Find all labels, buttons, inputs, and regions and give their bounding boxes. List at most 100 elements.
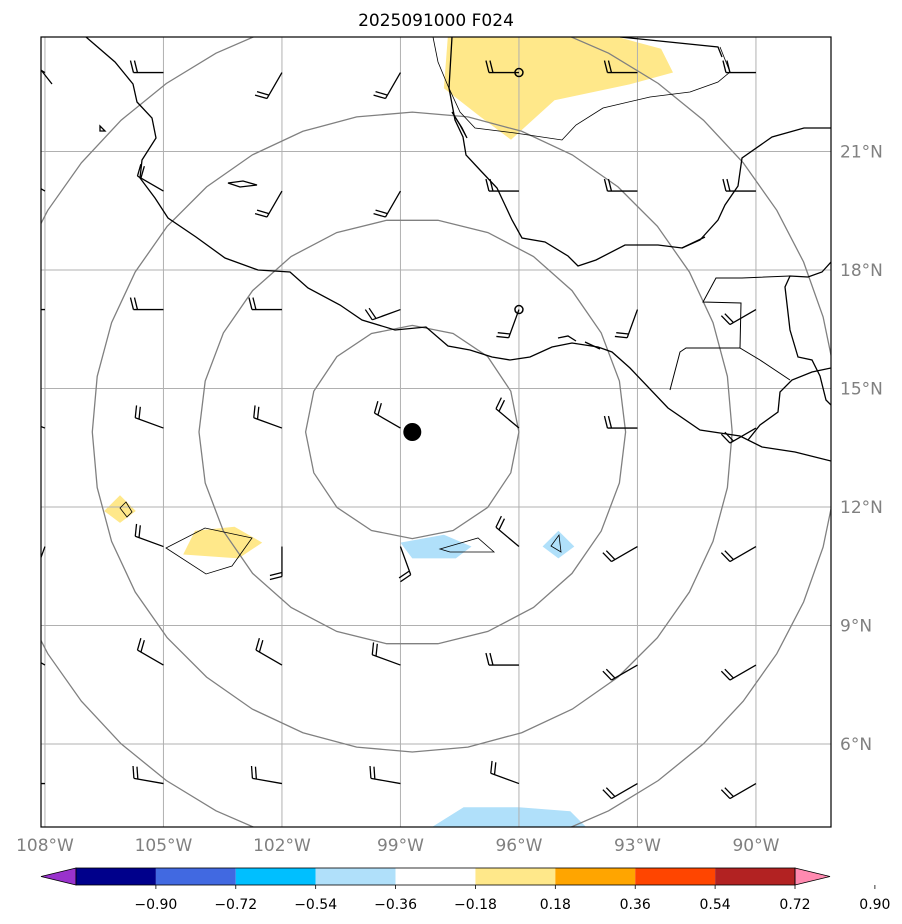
colorbar-tick-label: 0.54 xyxy=(700,897,731,913)
wind-barb xyxy=(269,546,283,581)
yucatan-coastline xyxy=(784,261,831,406)
island-revillagigedo xyxy=(227,180,258,188)
wind-barb-shaft xyxy=(508,309,520,338)
wind-barb-shaft xyxy=(252,777,283,785)
wind-barb-flag xyxy=(373,213,386,218)
wind-barb-flag xyxy=(19,46,22,58)
wind-barb-flag xyxy=(489,652,494,666)
gridlines xyxy=(41,37,831,827)
wind-barb-flag xyxy=(375,643,378,657)
wind-barb-shaft xyxy=(495,408,520,429)
wind-barb-flag xyxy=(269,571,283,577)
wind-barb xyxy=(364,307,401,321)
colorbar-segment xyxy=(395,868,476,885)
anomaly-contours xyxy=(119,37,731,575)
wind-barb-flag xyxy=(134,523,138,537)
wind-barb xyxy=(485,60,519,74)
island-small xyxy=(99,124,107,132)
wind-barb-shaft xyxy=(41,546,46,560)
colorbar: −0.90 −0.72 −0.54 −0.36 −0.18 0.18 0.36 0.54 0.7… xyxy=(40,867,890,913)
wind-barb-shaft xyxy=(255,649,283,666)
wind-barb xyxy=(41,782,45,785)
wind-barb-flag xyxy=(485,178,490,192)
colorbar-segment xyxy=(76,868,156,885)
wind-barb-flag xyxy=(255,637,260,651)
colorbar-segment xyxy=(715,868,795,885)
wind-barb-flag xyxy=(248,297,253,310)
wind-barb-flag xyxy=(398,570,410,579)
colorbar-tick-label: 0.90 xyxy=(859,897,890,913)
wind-barb xyxy=(722,178,756,192)
range-ring xyxy=(91,111,733,753)
wind-barb-shaft xyxy=(611,782,638,800)
wind-barb-flag xyxy=(607,178,613,192)
axes-background xyxy=(41,37,831,827)
wind-barbs xyxy=(16,46,757,800)
wind-barb xyxy=(254,72,283,100)
wind-barb-shaft xyxy=(729,427,757,444)
wind-barb-flag xyxy=(498,399,506,412)
country-borders xyxy=(669,275,791,391)
wind-barb-flag xyxy=(605,668,616,679)
wind-barb-flag xyxy=(136,766,139,780)
lon-tick-label: 96°W xyxy=(495,836,542,856)
wind-barb-flag xyxy=(607,60,613,73)
latitude-tick-labels: 6°N 9°N 12°N 15°N 18°N 21°N xyxy=(840,143,883,755)
wind-barb-flag xyxy=(269,575,283,581)
anomaly-shading xyxy=(104,37,673,827)
wind-barb-flag xyxy=(140,639,145,653)
wind-barb-flag xyxy=(132,765,135,779)
wind-barb-flag xyxy=(607,415,613,429)
lon-tick-label: 102°W xyxy=(253,836,311,856)
coastlines xyxy=(41,37,831,462)
wind-barb-flag xyxy=(252,297,257,310)
wind-barb-flag xyxy=(19,164,22,176)
wind-barb xyxy=(495,397,520,429)
wind-barb-flag xyxy=(495,397,502,410)
wind-barb-flag xyxy=(724,313,734,324)
wind-barb-flag xyxy=(138,406,141,420)
wind-barb-flag xyxy=(605,550,616,561)
wind-barb xyxy=(22,546,46,574)
lon-tick-label: 93°W xyxy=(614,836,661,856)
wind-barb xyxy=(373,400,401,429)
wind-barb-flag xyxy=(22,573,34,574)
wind-barb-flag xyxy=(256,209,270,215)
wind-barb-shaft xyxy=(266,72,283,99)
wind-barb-flag xyxy=(254,213,268,218)
wind-barb xyxy=(136,163,164,192)
wind-barb-flag xyxy=(17,405,18,417)
wind-barb xyxy=(373,190,402,218)
lat-tick-label: 12°N xyxy=(840,498,883,518)
contour-west xyxy=(165,527,253,575)
wind-barb-flag xyxy=(373,766,376,780)
colorbar-segment xyxy=(315,868,396,885)
lat-tick-label: 18°N xyxy=(840,261,883,281)
wind-barb-flag xyxy=(720,552,731,563)
wind-barb-flag xyxy=(16,298,19,310)
wind-barb-flag xyxy=(495,515,502,528)
wind-barb-flag xyxy=(140,165,145,179)
wind-barb-flag xyxy=(364,309,373,321)
wind-barb-flag xyxy=(19,638,22,650)
wind-barb xyxy=(485,178,519,192)
figure-title: 2025091000 F024 xyxy=(358,11,514,31)
wind-barb xyxy=(720,664,757,681)
negative-anomaly-east xyxy=(542,530,575,559)
colorbar-segment xyxy=(155,868,236,885)
wind-barb-flag xyxy=(602,670,612,681)
wind-barb-flag xyxy=(602,789,612,800)
wind-barb xyxy=(603,178,638,192)
wind-barb-flag xyxy=(603,415,609,429)
pacific-coastline xyxy=(85,37,831,462)
colorbar-frame xyxy=(75,867,796,886)
negative-anomaly-south xyxy=(432,807,587,827)
lon-tick-label: 105°W xyxy=(135,836,193,856)
contour-north xyxy=(432,37,731,141)
wind-barb-flag xyxy=(720,315,731,326)
range-ring xyxy=(198,219,627,645)
wind-barb-shaft xyxy=(137,175,164,192)
wind-barb-flag xyxy=(722,60,727,73)
wind-barb xyxy=(602,664,638,681)
wind-barb-flag xyxy=(603,178,609,192)
